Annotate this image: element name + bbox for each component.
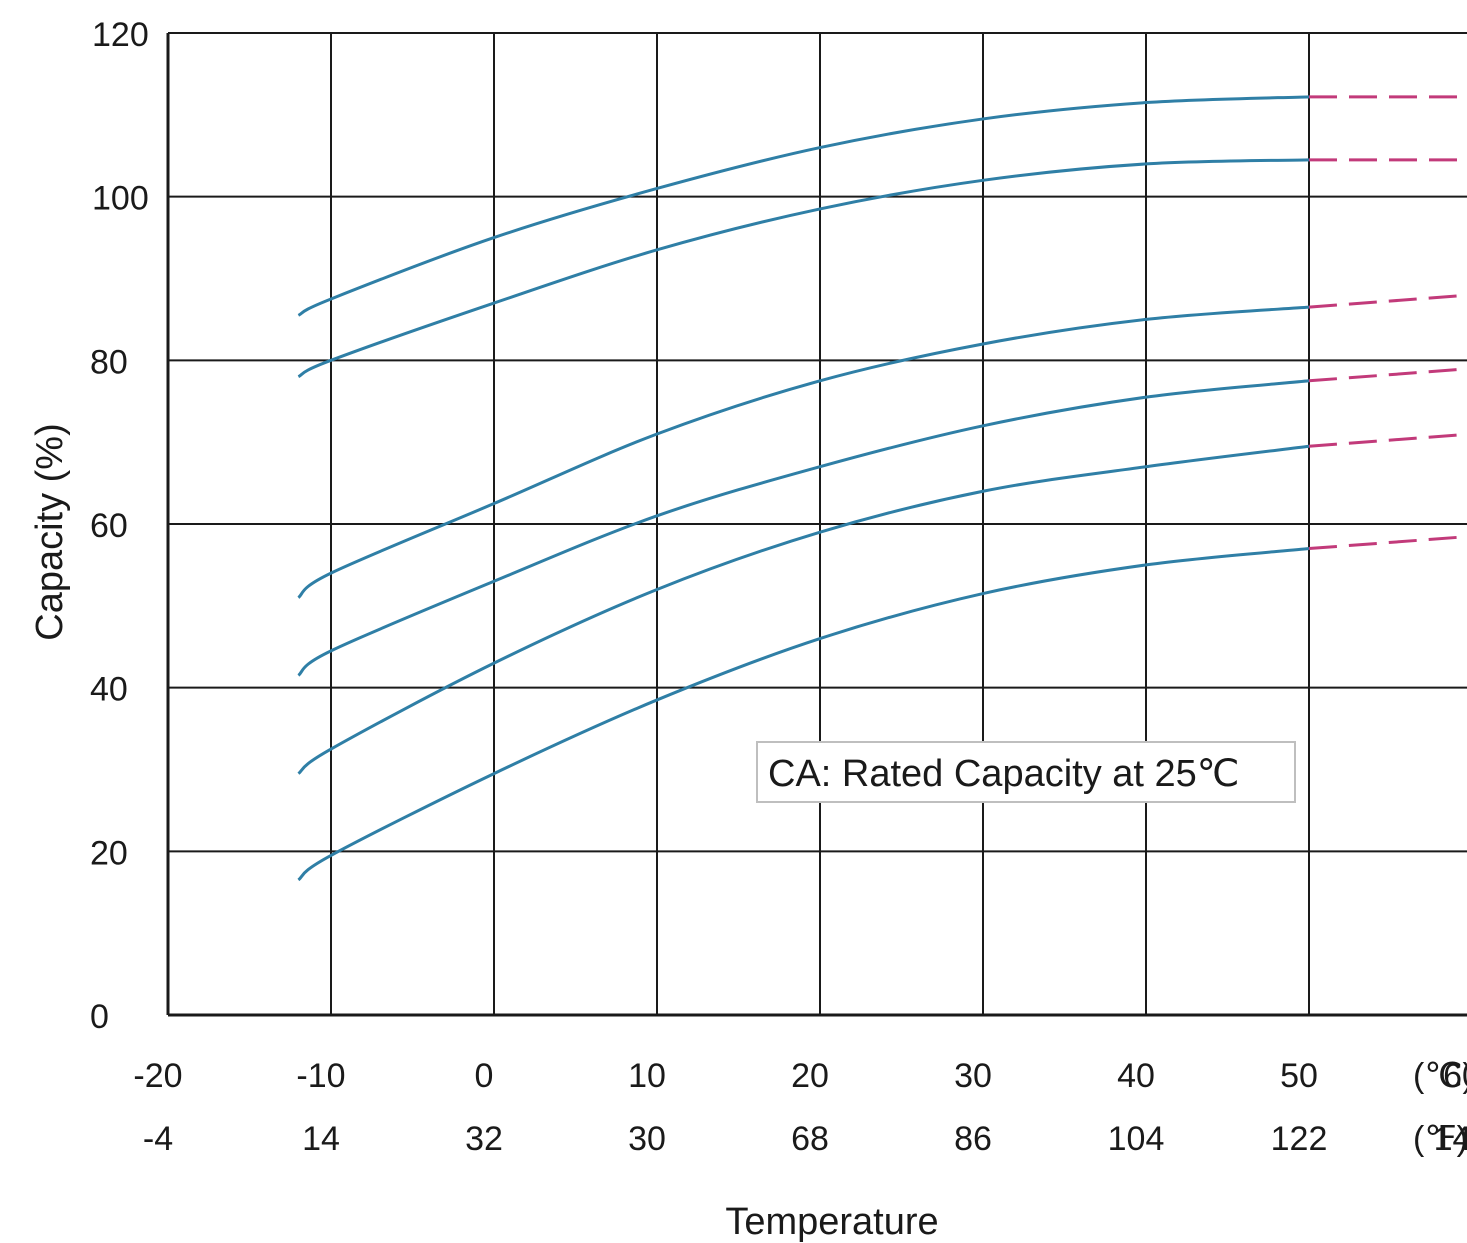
- series-line: [297, 95, 1310, 317]
- y-tick-label: 100: [92, 180, 149, 218]
- series-line: [297, 158, 1310, 379]
- rated-capacity-note: CA: Rated Capacity at 25℃: [756, 741, 1296, 803]
- x-tick-label-celsius: 50: [1280, 1057, 1318, 1095]
- x-tick-label-fahrenheit: -4: [143, 1120, 173, 1158]
- x-tick-label-fahrenheit: 68: [791, 1120, 829, 1158]
- x-axis-title: Temperature: [725, 1201, 938, 1243]
- x-tick-label-fahrenheit: 104: [1108, 1120, 1165, 1158]
- x-unit-celsius: (℃): [1413, 1057, 1467, 1095]
- x-unit-fahrenheit: (℉): [1413, 1120, 1467, 1158]
- series-extrapolation: [1308, 535, 1467, 551]
- note-box: [756, 741, 1296, 803]
- x-tick-label-fahrenheit: 14: [302, 1120, 340, 1158]
- note-text: CA: Rated Capacity at 25℃: [768, 753, 1239, 795]
- series-line: [297, 305, 1310, 599]
- y-tick-label: 120: [92, 16, 149, 54]
- x-tick-label-fahrenheit: 122: [1271, 1120, 1328, 1158]
- x-tick-label-fahrenheit: 86: [954, 1120, 992, 1158]
- x-tick-label-celsius: 0: [475, 1057, 494, 1095]
- x-tick-label-celsius: 40: [1117, 1057, 1155, 1095]
- y-tick-label: 0: [90, 998, 109, 1036]
- x-tick-label-celsius: -10: [296, 1057, 345, 1095]
- series-line: [297, 444, 1310, 775]
- y-axis-title: Capacity (%): [29, 423, 71, 641]
- series-extrapolation: [1308, 293, 1467, 309]
- y-tick-label: 60: [90, 507, 128, 545]
- x-tick-label-fahrenheit: 30: [628, 1120, 666, 1158]
- series-extrapolation: [1308, 367, 1467, 383]
- series-line: [297, 547, 1310, 882]
- y-tick-label: 40: [90, 671, 128, 709]
- x-tick-label-celsius: 20: [791, 1057, 829, 1095]
- chart-grid: [166, 32, 1467, 1017]
- chart-series-group: [297, 95, 1467, 882]
- x-tick-label-fahrenheit: 140: [1434, 1120, 1467, 1158]
- x-tick-label-celsius: 30: [954, 1057, 992, 1095]
- series-line: [297, 379, 1310, 677]
- series-extrapolation: [1308, 432, 1467, 448]
- chart-labels-group: 020406080100120-20-4-1014032103020683086…: [90, 16, 1467, 1158]
- x-tick-label-fahrenheit: 32: [465, 1120, 503, 1158]
- x-tick-label-celsius: 60: [1443, 1057, 1467, 1095]
- x-tick-label-celsius: -20: [133, 1057, 182, 1095]
- y-tick-label: 20: [90, 834, 128, 872]
- x-tick-label-celsius: 10: [628, 1057, 666, 1095]
- y-tick-label: 80: [90, 343, 128, 381]
